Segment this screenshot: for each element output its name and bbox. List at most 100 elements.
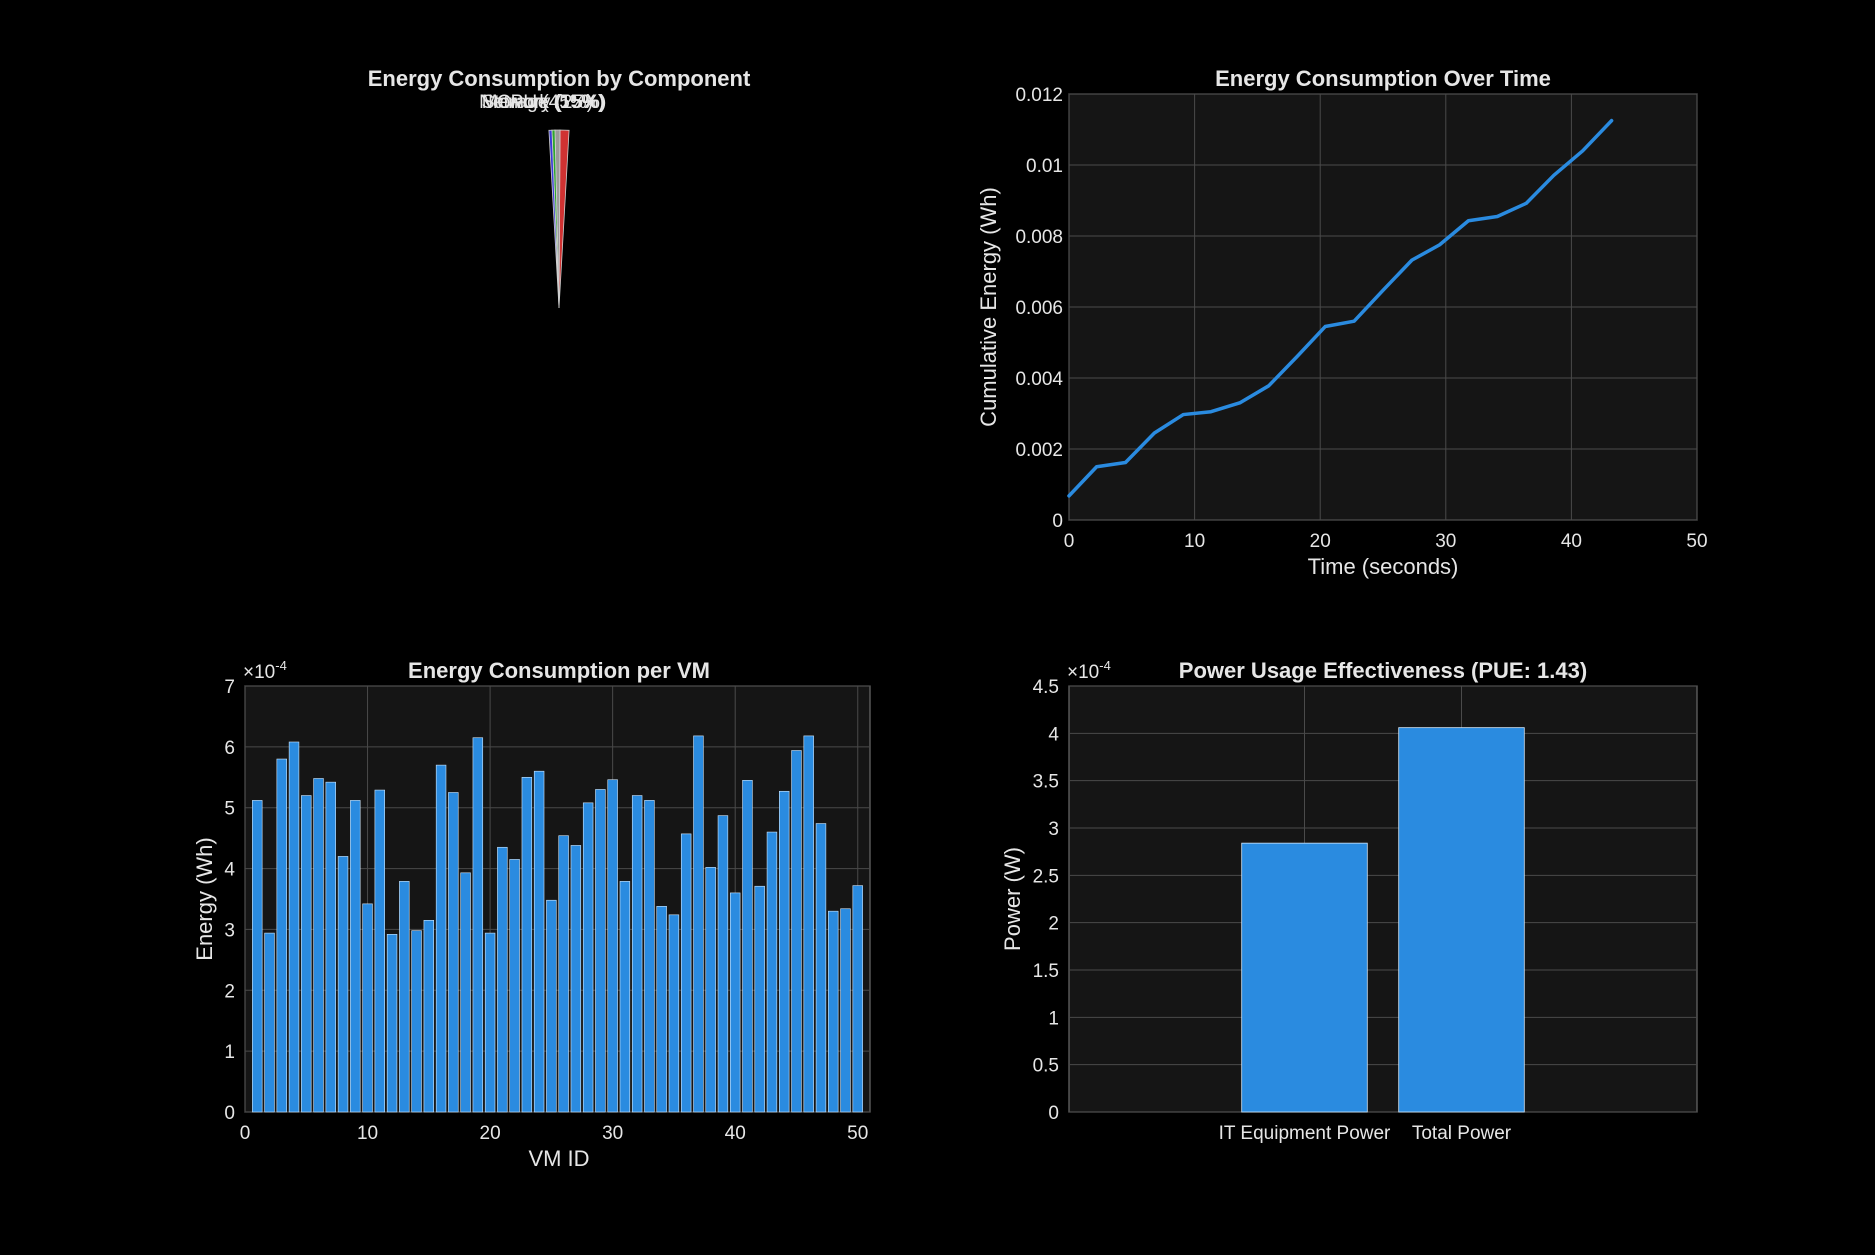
pie-slice-label: CPU (45%) xyxy=(497,92,593,113)
pue-y-tick-label: 1 xyxy=(1048,1008,1059,1029)
vm-bar xyxy=(362,903,373,1113)
vm-bar xyxy=(754,885,765,1113)
vm-bar-chart-exponent: ×10-4 xyxy=(243,658,287,683)
pue-bars xyxy=(1241,727,1525,1113)
line-x-tick-label: 50 xyxy=(1686,531,1707,552)
vm-bar xyxy=(252,800,263,1113)
vm-bar xyxy=(828,910,839,1113)
pue-bar-chart-plot-area xyxy=(1068,685,1698,1113)
vm-bar xyxy=(631,795,643,1113)
vm-exponent-base: ×10 xyxy=(243,662,275,683)
vm-bar-chart-x-label: VM ID xyxy=(528,1146,589,1171)
vm-x-tick-label: 10 xyxy=(357,1123,378,1144)
pue-y-tick-label: 4.5 xyxy=(1033,677,1059,698)
vm-bar xyxy=(472,737,484,1113)
pie-slice-label: Memory (25%) xyxy=(482,92,607,113)
pue-bar-chart-title: Power Usage Effectiveness (PUE: 1.43) xyxy=(1179,658,1587,683)
vm-bar xyxy=(607,779,618,1113)
vm-bar-chart-title: Energy Consumption per VM xyxy=(408,658,710,683)
pue-bar-chart-panel: IT Equipment Power Total Power 0 0.5 1 1.5 2 2… xyxy=(1000,658,1698,1144)
vm-bar xyxy=(301,795,312,1113)
vm-bar xyxy=(644,800,655,1113)
pie-chart-panel: Energy Consumption by Component Memory (… xyxy=(368,66,751,309)
vm-bar xyxy=(435,764,447,1113)
vm-bar xyxy=(852,885,863,1113)
line-chart-y-label: Cumulative Energy (Wh) xyxy=(976,187,1001,427)
vm-bar xyxy=(803,735,814,1113)
vm-bar xyxy=(484,932,496,1113)
pue-x-tick-label: Total Power xyxy=(1412,1123,1512,1144)
vm-bar xyxy=(497,846,508,1113)
pue-bar-chart-exponent: ×10-4 xyxy=(1067,658,1111,683)
vm-bar xyxy=(619,881,631,1113)
pie-chart-title: Energy Consumption by Component xyxy=(368,66,751,91)
vm-bar xyxy=(766,831,778,1113)
vm-bar xyxy=(729,892,741,1113)
vm-bar xyxy=(350,800,361,1113)
pie-slice-labels: Memory (25%) CPU (45%) Storage (15%) Net… xyxy=(479,92,606,113)
vm-bar xyxy=(337,856,349,1113)
pue-exponent-base: ×10 xyxy=(1067,662,1099,683)
vm-y-tick-label: 1 xyxy=(224,1042,235,1063)
line-y-tick-label: 0.002 xyxy=(1015,440,1063,461)
vm-bar-chart-panel: 0 10 20 30 40 50 0 1 2 3 4 5 6 7 Energy Consumption … xyxy=(192,658,871,1171)
line-y-tick-label: 0.01 xyxy=(1026,156,1063,177)
vm-bar xyxy=(680,833,692,1113)
line-chart-x-ticks: 0 10 20 30 40 50 xyxy=(1064,531,1708,552)
vm-x-tick-label: 30 xyxy=(602,1123,623,1144)
line-y-tick-label: 0.004 xyxy=(1015,369,1063,390)
vm-bar xyxy=(705,867,716,1113)
line-y-tick-label: 0.008 xyxy=(1015,227,1063,248)
pue-y-tick-label: 2 xyxy=(1048,914,1059,935)
vm-y-tick-label: 0 xyxy=(224,1103,235,1124)
pue-exponent-power: -4 xyxy=(1099,658,1111,673)
line-chart-y-ticks: 0 0.002 0.004 0.006 0.008 0.01 0.012 xyxy=(1015,85,1063,532)
vm-bar xyxy=(595,789,606,1113)
vm-y-tick-label: 7 xyxy=(224,677,235,698)
pue-bar xyxy=(1241,842,1368,1113)
vm-y-tick-label: 5 xyxy=(224,799,235,820)
line-chart-x-label: Time (seconds) xyxy=(1308,554,1459,579)
vm-bar xyxy=(411,930,422,1113)
line-y-tick-label: 0 xyxy=(1052,511,1063,532)
vm-bar xyxy=(558,835,569,1113)
vm-exponent-power: -4 xyxy=(275,658,287,673)
vm-bar xyxy=(448,792,459,1113)
line-chart-panel: 0 10 20 30 40 50 0 0.002 0.004 0.006 0.008 0.01 0.0… xyxy=(976,66,1708,579)
vm-bar xyxy=(264,932,275,1113)
line-x-tick-label: 0 xyxy=(1064,531,1075,552)
pue-y-tick-label: 0 xyxy=(1048,1103,1059,1124)
pie-slice-label: Network (15%) xyxy=(479,92,605,113)
vm-x-tick-label: 0 xyxy=(240,1123,251,1144)
vm-bar xyxy=(399,881,410,1113)
pue-bar xyxy=(1398,727,1525,1113)
vm-bar xyxy=(742,780,753,1113)
vm-bar xyxy=(374,789,385,1113)
pue-bar-chart-x-ticks: IT Equipment Power Total Power xyxy=(1219,1123,1512,1144)
line-y-tick-label: 0.012 xyxy=(1015,85,1063,106)
pue-y-tick-label: 2.5 xyxy=(1033,866,1059,887)
vm-bar xyxy=(313,778,324,1113)
vm-bar xyxy=(546,899,557,1113)
vm-bar xyxy=(570,845,582,1113)
vm-y-tick-label: 2 xyxy=(224,981,235,1002)
pue-bar-chart-y-label: Power (W) xyxy=(1000,847,1025,951)
line-chart-title: Energy Consumption Over Time xyxy=(1215,66,1551,91)
vm-bar xyxy=(582,802,594,1113)
vm-bars xyxy=(252,735,863,1113)
pue-x-tick-label: IT Equipment Power xyxy=(1219,1123,1391,1144)
vm-y-tick-label: 4 xyxy=(224,860,235,881)
pie-slice-label: Storage (15%) xyxy=(482,92,605,113)
vm-y-tick-label: 6 xyxy=(224,738,235,759)
line-x-tick-label: 10 xyxy=(1184,531,1205,552)
vm-bar xyxy=(509,859,520,1113)
line-x-tick-label: 30 xyxy=(1435,531,1456,552)
line-x-tick-label: 20 xyxy=(1310,531,1331,552)
vm-bar xyxy=(668,914,680,1113)
vm-bar-chart-x-ticks: 0 10 20 30 40 50 xyxy=(240,1123,869,1144)
pue-y-tick-label: 0.5 xyxy=(1033,1056,1059,1077)
pue-y-tick-label: 1.5 xyxy=(1033,961,1059,982)
vm-x-tick-label: 20 xyxy=(480,1123,501,1144)
vm-bar xyxy=(791,750,802,1113)
pue-bar-chart-y-ticks: 0 0.5 1 1.5 2 2.5 3 3.5 4 4.5 xyxy=(1033,677,1060,1124)
